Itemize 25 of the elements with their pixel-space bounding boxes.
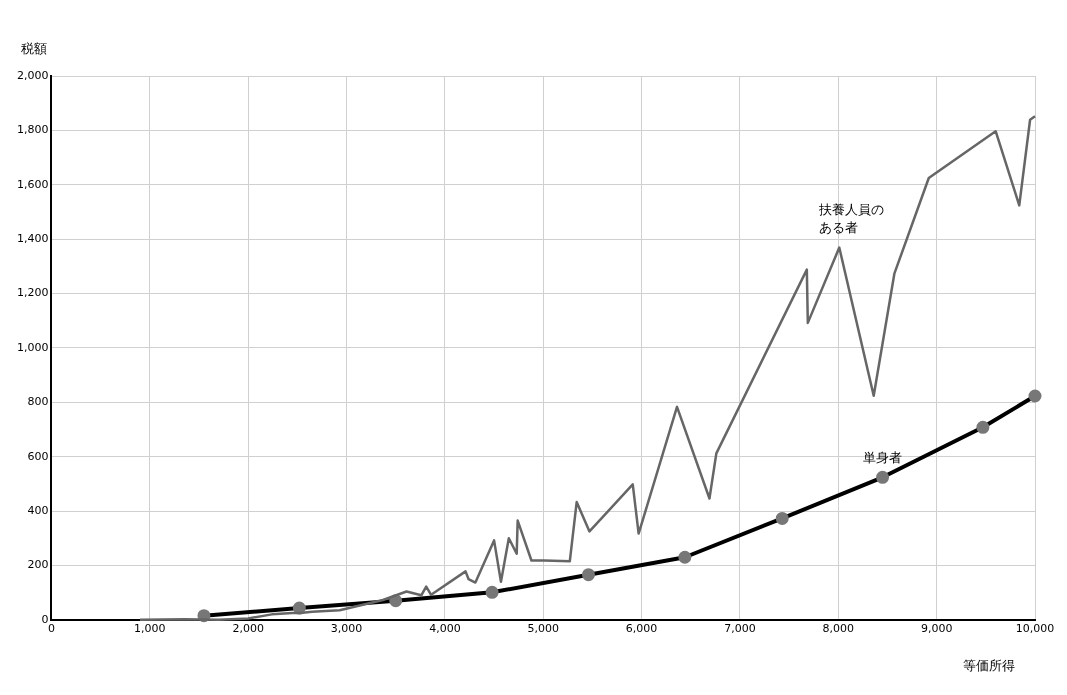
y-tick-label: 400 xyxy=(27,503,49,517)
y-tick-label: 1,000 xyxy=(16,340,49,354)
y-tick-label: 1,400 xyxy=(16,232,49,245)
x-tick-label: 6,000 xyxy=(625,622,658,636)
x-tick-label: 4,000 xyxy=(429,622,461,636)
y-tick-label: 800 xyxy=(27,395,49,409)
x-tick-label: 5,000 xyxy=(527,622,559,636)
x-tick-label: 2,000 xyxy=(232,622,264,636)
series-label: 扶養人員のある者 xyxy=(818,202,885,236)
y-tick-label: 2,000 xyxy=(16,68,49,82)
x-tick-label: 3,000 xyxy=(330,622,363,636)
y-tick-label: 1,200 xyxy=(16,286,49,300)
x-tick-label: 9,000 xyxy=(920,622,953,636)
y-tick-label: 1,800 xyxy=(16,123,49,137)
y-tick-label: 600 xyxy=(27,449,49,463)
y-tick-label: 0 xyxy=(41,612,49,626)
x-tick-label: 8,000 xyxy=(822,622,855,636)
x-tick-label: 1,000 xyxy=(134,622,166,636)
series-label: 単身者 xyxy=(862,450,902,466)
x-tick-label: 7,000 xyxy=(724,622,756,636)
y-tick-label: 200 xyxy=(27,558,49,572)
y-tick-label: 1,600 xyxy=(16,177,49,191)
y-axis-title: 税額 xyxy=(21,40,48,56)
x-axis-title: 等価所得 xyxy=(963,657,1015,673)
x-tick-label: 10,000 xyxy=(1015,622,1055,636)
